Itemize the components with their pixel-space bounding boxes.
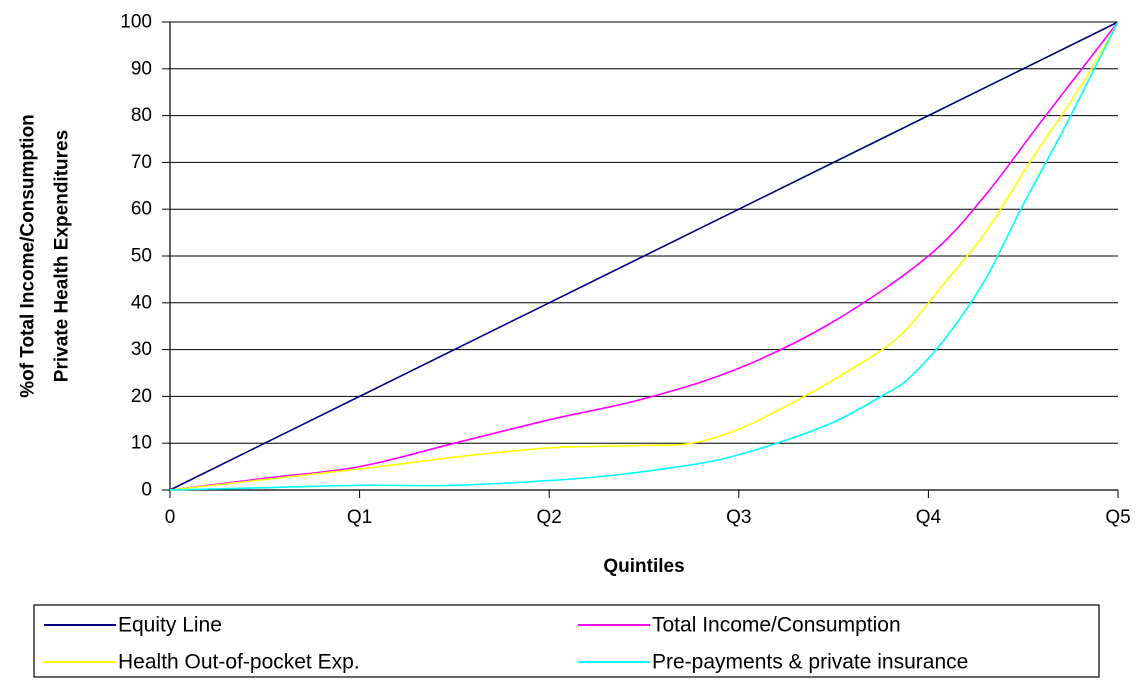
y-tick-label: 50	[131, 246, 152, 267]
y-tick-label: 60	[131, 199, 152, 220]
y-tick-label: 80	[131, 105, 152, 126]
y-tick-label: 90	[131, 58, 152, 79]
series-line-2	[169, 21, 1119, 491]
x-tick-label: Q1	[347, 507, 372, 528]
x-tick-label: Q5	[1105, 507, 1130, 528]
x-tick-label: Q2	[537, 507, 562, 528]
y-tick-label: 30	[131, 339, 152, 360]
legend-label-1: Equity Line	[118, 614, 222, 637]
x-tick-labels: 0 Q1 Q2 Q3 Q4 Q5	[165, 490, 1131, 528]
y-tick-label: 70	[131, 152, 152, 173]
y-tick-label: 10	[131, 433, 152, 454]
y-tick-label: 20	[131, 386, 152, 407]
x-axis-title: Quintiles	[603, 556, 684, 577]
y-axis-title-line-1: %of Total Income/Consumption	[18, 114, 39, 398]
y-tick-label: 0	[141, 480, 152, 501]
grid-lines	[162, 21, 1118, 491]
x-tick-label: Q3	[726, 507, 751, 528]
x-tick-label: Q4	[916, 507, 942, 528]
y-tick-labels: 0 10 20 30 40 50 60 70 80 90 100	[120, 12, 152, 501]
y-axis-title: %of Total Income/Consumption Private Hea…	[18, 114, 73, 398]
y-axis-title-line-2: Private Health Expenditures	[52, 130, 73, 382]
legend: Equity Line Total Income/Consumption Healt…	[33, 604, 1100, 678]
series-line-1	[169, 21, 1119, 491]
x-tick-label: 0	[165, 507, 176, 528]
axes	[169, 22, 1118, 491]
series-lines	[169, 21, 1119, 491]
legend-label-3: Health Out-of-pocket Exp.	[118, 651, 360, 674]
legend-box	[33, 604, 1100, 678]
series-line-4	[169, 21, 1119, 491]
series-line-3	[169, 21, 1119, 491]
legend-label-2: Total Income/Consumption	[652, 614, 901, 637]
y-tick-label: 40	[131, 292, 152, 313]
y-tick-label: 100	[120, 12, 152, 33]
legend-label-4: Pre-payments & private insurance	[652, 651, 968, 674]
